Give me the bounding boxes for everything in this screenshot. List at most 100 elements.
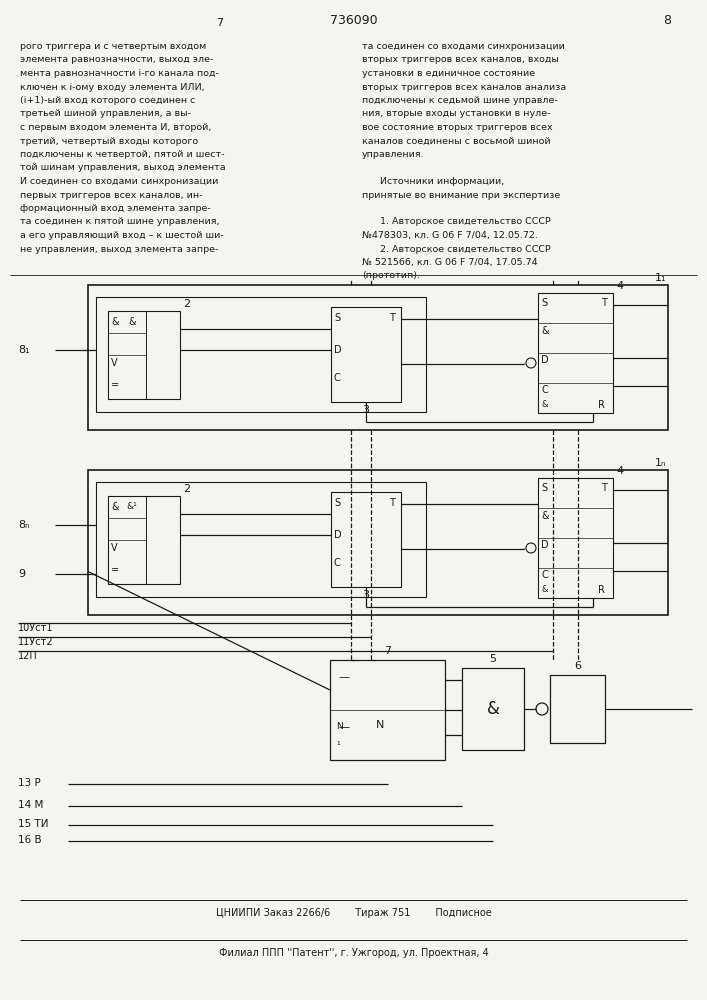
Text: мента равнозначности i-го канала под-: мента равнозначности i-го канала под- [20, 69, 219, 78]
Text: первых триггеров всех каналов, ин-: первых триггеров всех каналов, ин- [20, 190, 202, 200]
Text: третьей шиной управления, а вы-: третьей шиной управления, а вы- [20, 109, 191, 118]
Text: 1ₙ: 1ₙ [655, 458, 666, 468]
Text: 2. Авторское свидетельство СССР: 2. Авторское свидетельство СССР [362, 244, 551, 253]
Text: 4: 4 [616, 281, 623, 291]
Text: та соединен со входами синхронизации: та соединен со входами синхронизации [362, 42, 565, 51]
Text: 12П: 12П [18, 651, 37, 661]
Text: ключен к i-ому входу элемента ИЛИ,: ключен к i-ому входу элемента ИЛИ, [20, 83, 204, 92]
Text: 7: 7 [216, 18, 223, 28]
Bar [108, 311, 180, 399]
Text: T: T [389, 498, 395, 508]
Text: установки в единичное состояние: установки в единичное состояние [362, 69, 535, 78]
Text: S: S [541, 298, 547, 308]
Text: &: & [541, 585, 547, 594]
Bar [88, 470, 668, 615]
Text: 4: 4 [616, 466, 623, 476]
Text: 15 ТИ: 15 ТИ [18, 819, 49, 829]
Text: № 521566, кл. G 06 F 7/04, 17.05.74: № 521566, кл. G 06 F 7/04, 17.05.74 [362, 258, 537, 267]
Text: &: & [128, 317, 136, 327]
Text: &: & [486, 700, 499, 718]
Text: 7: 7 [384, 646, 391, 656]
Text: 9: 9 [18, 569, 25, 579]
Text: вторых триггеров всех каналов анализа: вторых триггеров всех каналов анализа [362, 83, 566, 92]
Text: =: = [111, 380, 119, 390]
Text: 2: 2 [183, 299, 190, 309]
Text: рого триггера и с четвертым входом: рого триггера и с четвертым входом [20, 42, 206, 51]
Text: &: & [541, 326, 549, 336]
Text: ЦНИИПИ Заказ 2266/6        Тираж 751        Подписное: ЦНИИПИ Заказ 2266/6 Тираж 751 Подписное [216, 908, 491, 918]
Text: 14 М: 14 М [18, 800, 43, 810]
Circle shape [526, 358, 536, 368]
Text: S: S [334, 313, 340, 323]
Text: D: D [541, 540, 549, 550]
Text: элемента равнозначности, выход эле-: элемента равнозначности, выход эле- [20, 55, 214, 64]
Text: 6: 6 [574, 661, 581, 671]
Text: T: T [601, 298, 607, 308]
Text: =: = [111, 565, 119, 575]
Text: ₁: ₁ [336, 738, 339, 747]
Text: 8₁: 8₁ [18, 345, 30, 355]
Bar [88, 285, 668, 430]
Text: T: T [601, 483, 607, 493]
Text: C: C [541, 570, 548, 580]
Text: C: C [334, 373, 341, 383]
Text: 3: 3 [363, 405, 370, 415]
Text: V: V [111, 543, 117, 553]
Text: R: R [598, 400, 605, 410]
Text: D: D [334, 345, 341, 355]
Text: формационный вход элемента запре-: формационный вход элемента запре- [20, 204, 211, 213]
Text: &: & [111, 502, 119, 512]
Text: вое состояние вторых триггеров всех: вое состояние вторых триггеров всех [362, 123, 553, 132]
Text: 2: 2 [183, 484, 190, 494]
Circle shape [536, 703, 548, 715]
Bar [331, 492, 401, 587]
Text: &¹: &¹ [126, 502, 136, 511]
Text: ния, вторые входы установки в нуле-: ния, вторые входы установки в нуле- [362, 109, 551, 118]
Text: не управления, выход элемента запре-: не управления, выход элемента запре- [20, 244, 218, 253]
Text: 8: 8 [663, 14, 671, 27]
Text: &: & [541, 400, 547, 409]
Text: D: D [541, 355, 549, 365]
Text: 1₁: 1₁ [655, 273, 666, 283]
Bar [538, 293, 613, 413]
Text: той шинам управления, выход элемента: той шинам управления, выход элемента [20, 163, 226, 172]
Text: 11Уст2: 11Уст2 [18, 637, 54, 647]
Text: а его управляющий вход – к шестой ши-: а его управляющий вход – к шестой ши- [20, 231, 223, 240]
Text: &: & [111, 317, 119, 327]
Bar [330, 660, 445, 760]
Text: та соединен к пятой шине управления,: та соединен к пятой шине управления, [20, 218, 219, 227]
Text: S: S [334, 498, 340, 508]
Text: T: T [389, 313, 395, 323]
Text: управления.: управления. [362, 150, 425, 159]
Text: —: — [338, 722, 349, 732]
Text: третий, четвертый входы которого: третий, четвертый входы которого [20, 136, 198, 145]
Text: Филиал ППП ''Патент'', г. Ужгород, ул. Проектная, 4: Филиал ППП ''Патент'', г. Ужгород, ул. П… [218, 948, 489, 958]
Text: N: N [376, 720, 385, 730]
Text: R: R [598, 585, 605, 595]
Text: 8ₙ: 8ₙ [18, 520, 30, 530]
Text: D: D [334, 530, 341, 540]
Text: —: — [338, 672, 349, 682]
Text: 1. Авторское свидетельство СССР: 1. Авторское свидетельство СССР [362, 218, 551, 227]
Bar [331, 307, 401, 402]
Text: вторых триггеров всех каналов, входы: вторых триггеров всех каналов, входы [362, 55, 559, 64]
Bar [462, 668, 524, 750]
Text: 16 В: 16 В [18, 835, 42, 845]
Text: 736090: 736090 [329, 14, 378, 27]
Text: И соединен со входами синхронизации: И соединен со входами синхронизации [20, 177, 218, 186]
Bar [96, 482, 426, 597]
Text: (i+1)-ый вход которого соединен с: (i+1)-ый вход которого соединен с [20, 96, 195, 105]
Text: N: N [336, 722, 343, 731]
Text: подключены к четвертой, пятой и шест-: подключены к четвертой, пятой и шест- [20, 150, 225, 159]
Text: (прототип).: (прототип). [362, 271, 420, 280]
Text: принятые во внимание при экспертизе: принятые во внимание при экспертизе [362, 190, 560, 200]
Text: №478303, кл. G 06 F 7/04, 12.05.72.: №478303, кл. G 06 F 7/04, 12.05.72. [362, 231, 538, 240]
Bar [108, 496, 180, 584]
Text: C: C [541, 385, 548, 395]
Bar [538, 478, 613, 598]
Bar [550, 675, 605, 743]
Text: 13 Р: 13 Р [18, 778, 41, 788]
Text: S: S [541, 483, 547, 493]
Text: Источники информации,: Источники информации, [362, 177, 504, 186]
Text: с первым входом элемента И, второй,: с первым входом элемента И, второй, [20, 123, 211, 132]
